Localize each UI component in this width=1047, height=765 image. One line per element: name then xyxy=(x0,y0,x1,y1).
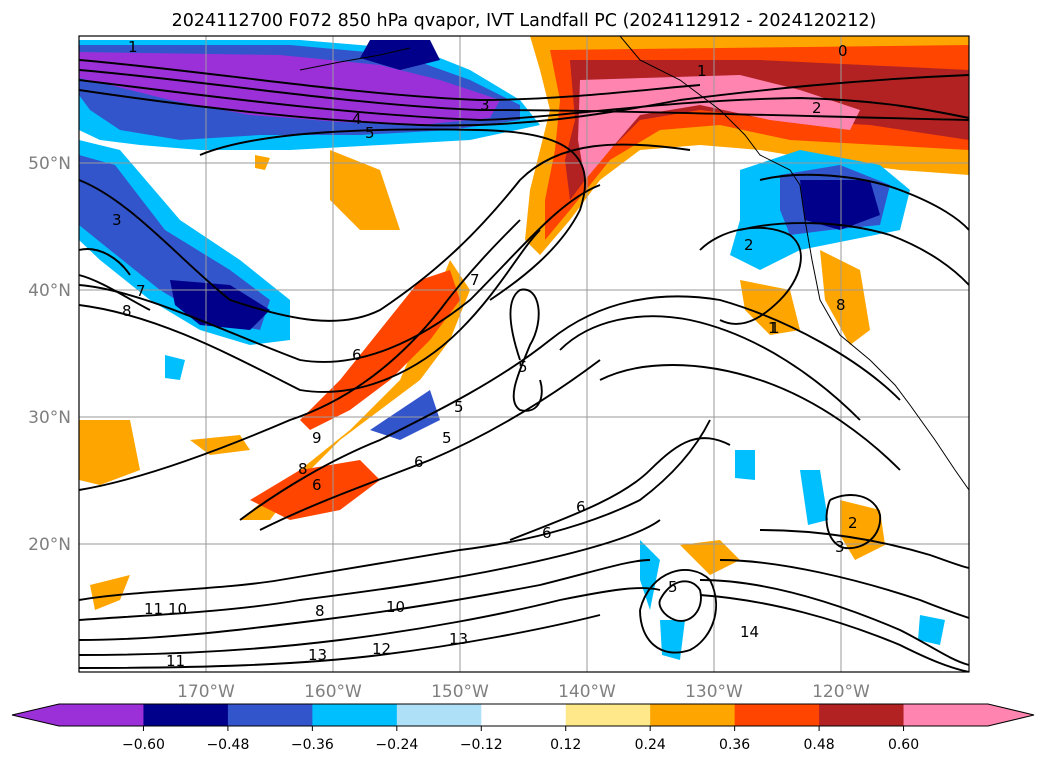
contour-label: 6 xyxy=(312,476,322,494)
colorbar-segment xyxy=(819,704,905,726)
contour-label: 8 xyxy=(298,460,308,478)
lon-label: 170°W xyxy=(177,682,235,702)
colorbar-segment xyxy=(312,704,398,726)
lon-label: 150°W xyxy=(431,682,489,702)
contour-label: 12 xyxy=(372,640,391,658)
contour-label: 1 xyxy=(697,62,707,80)
contour-label: 3 xyxy=(835,538,845,556)
colorbar-tick-label: 0.12 xyxy=(550,737,581,753)
colorbar-extend-min xyxy=(12,704,59,726)
contour-labels: 1 3 4 5 3 7 8 6 9 8 6 7 5 5 5 6 6 6 11 1… xyxy=(112,38,858,670)
contour-label: 14 xyxy=(740,623,759,641)
colorbar-segment xyxy=(734,704,820,726)
contour-label: 6 xyxy=(414,453,424,471)
lon-label: 160°W xyxy=(304,682,362,702)
contour-label: 5 xyxy=(442,429,452,447)
contour-label: 1 xyxy=(768,319,778,337)
ivt-contours xyxy=(79,59,969,672)
contour-label: 13 xyxy=(449,630,468,648)
colorbar-segment xyxy=(565,704,651,726)
contour-label: 1 xyxy=(128,38,138,56)
contour-label: 10 xyxy=(168,600,187,618)
contour-label: 6 xyxy=(576,498,586,516)
contour-label: 9 xyxy=(312,429,322,447)
contour-label: 6 xyxy=(542,524,552,542)
colorbar-segment xyxy=(481,704,567,726)
longitude-labels: 170°W 160°W 150°W 140°W 130°W 120°W xyxy=(177,682,870,702)
colorbar-outline xyxy=(11,703,1035,727)
map-panel: 1 3 4 5 3 7 8 6 9 8 6 7 5 5 5 6 6 6 11 1… xyxy=(79,36,969,672)
lat-label: 40°N xyxy=(28,281,71,301)
colorbar-segment xyxy=(143,704,229,726)
contour-label: 10 xyxy=(386,598,405,616)
colorbar-segment xyxy=(903,704,989,726)
contour-label: 1 xyxy=(770,319,780,337)
colorbar-extend-max xyxy=(988,704,1034,726)
contour-label: 2 xyxy=(848,514,858,532)
colorbar: −0.60 −0.48 −0.36 −0.24 −0.12 0.12 0.24 0.36 0.4… xyxy=(11,703,1035,753)
colorbar-tick-label: 0.48 xyxy=(804,737,835,753)
contour-label: 5 xyxy=(518,358,528,376)
colorbar-tick-label: −0.48 xyxy=(206,737,249,753)
lon-label: 120°W xyxy=(812,682,870,702)
contour-label: 8 xyxy=(836,296,846,314)
colorbar-segment xyxy=(227,704,313,726)
colorbar-tick-label: −0.60 xyxy=(122,737,165,753)
map-frame xyxy=(78,35,970,673)
latitude-labels: 50°N 40°N 30°N 20°N xyxy=(28,154,71,555)
aleutian-coastline xyxy=(299,47,411,71)
colorbar-tick-label: 0.24 xyxy=(635,737,666,753)
contour-label: 11 xyxy=(166,652,185,670)
lon-label: 130°W xyxy=(685,682,743,702)
lat-label: 30°N xyxy=(28,408,71,428)
lat-label: 20°N xyxy=(28,535,71,555)
north-america-coastline xyxy=(619,36,969,491)
colorbar-tick-label: 0.36 xyxy=(719,737,750,753)
contour-label: 11 xyxy=(144,600,163,618)
contour-label: 7 xyxy=(470,271,480,289)
contour-label: 2 xyxy=(744,236,754,254)
contour-label: 3 xyxy=(112,211,122,229)
contour-label: 5 xyxy=(454,398,464,416)
contour-label: 8 xyxy=(315,602,325,620)
colorbar-tick-label: 0.60 xyxy=(888,737,919,753)
contour-label: 6 xyxy=(352,346,362,364)
colorbar-segment xyxy=(59,704,144,726)
colorbar-segment xyxy=(650,704,736,726)
colorbar-tick-label: −0.12 xyxy=(460,737,503,753)
contour-label: 13 xyxy=(308,646,327,664)
figure-title: 2024112700 F072 850 hPa qvapor, IVT Land… xyxy=(172,11,877,31)
contour-label: 8 xyxy=(122,302,132,320)
lon-label: 140°W xyxy=(558,682,616,702)
contour-label: 3 xyxy=(480,96,490,114)
contour-label: 4 xyxy=(352,110,362,128)
contour-label: 0 xyxy=(838,42,848,60)
contour-label: 5 xyxy=(365,124,375,142)
colorbar-tick-label: −0.24 xyxy=(375,737,418,753)
contour-label: 2 xyxy=(812,99,822,117)
colorbar-segment xyxy=(396,704,482,726)
contour-label: 5 xyxy=(668,578,678,596)
contour-label: 7 xyxy=(136,282,146,300)
colorbar-tick-label: −0.36 xyxy=(291,737,334,753)
gridlines xyxy=(79,36,969,672)
lat-label: 50°N xyxy=(28,154,71,174)
